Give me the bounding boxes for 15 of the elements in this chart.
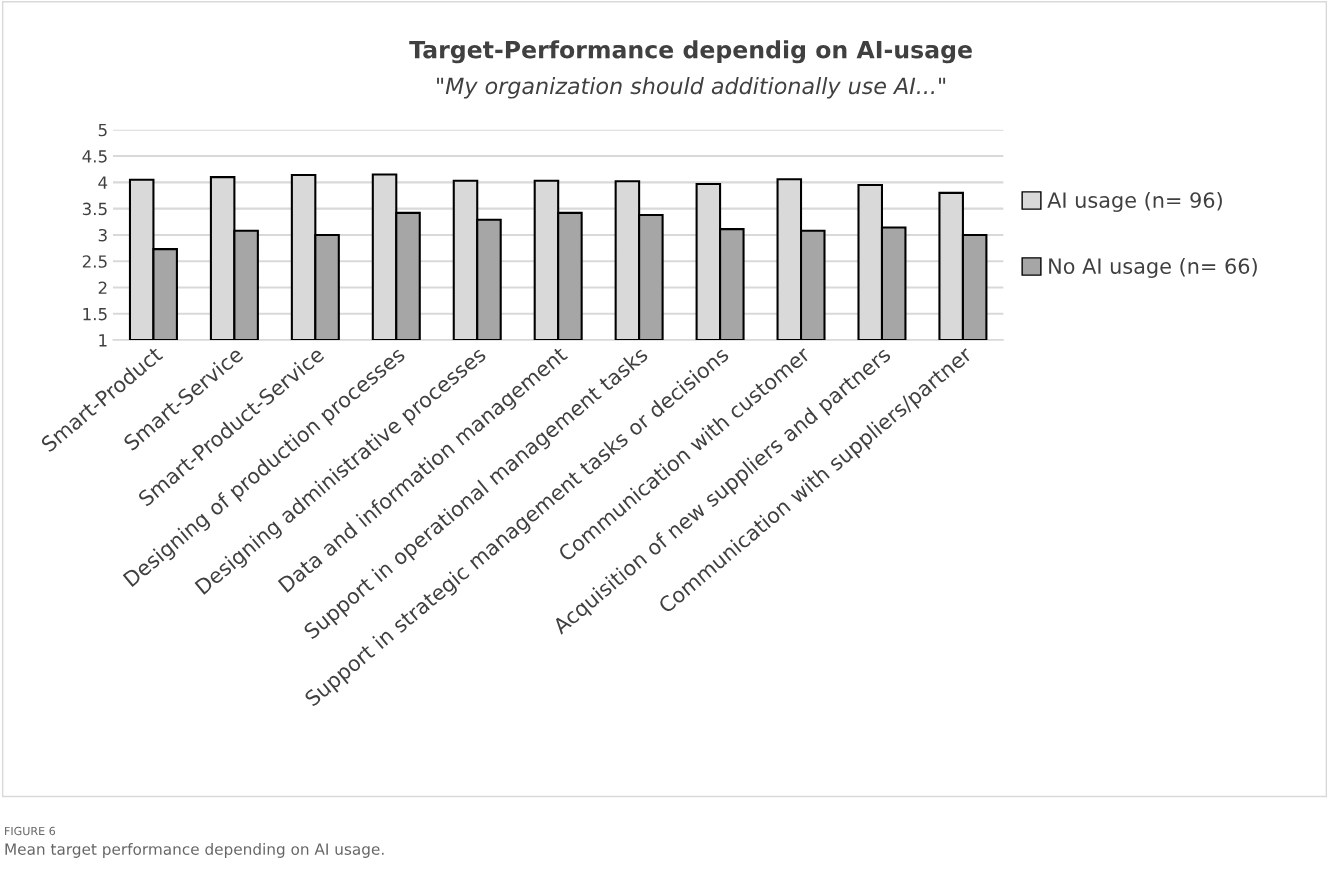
y-tick-label: 3 bbox=[98, 228, 107, 242]
y-tick-label: 4.5 bbox=[82, 150, 107, 163]
y-tick-label: 4 bbox=[98, 176, 108, 189]
y-tick-label: 2.5 bbox=[82, 255, 107, 268]
y-tick-label: 1.5 bbox=[83, 307, 107, 321]
y-tick-label: 3.5 bbox=[82, 202, 107, 216]
legend-label: AI usage (n= 96) bbox=[1047, 191, 1222, 213]
legend-label: No AI usage (n= 66) bbox=[1049, 257, 1257, 279]
chart-title: Target-Performance dependig on AI-usage bbox=[409, 40, 972, 64]
y-tick-label: 2 bbox=[98, 281, 107, 294]
y-tick-label: 1 bbox=[99, 334, 107, 347]
text: Mean target performance depending on AI usage. bbox=[5, 843, 384, 858]
caption: FIGURE 6 bbox=[5, 826, 56, 836]
chart-subtitle: "My organization should additionally use AI..." bbox=[437, 77, 946, 99]
y-tick-label: 5 bbox=[98, 123, 107, 137]
